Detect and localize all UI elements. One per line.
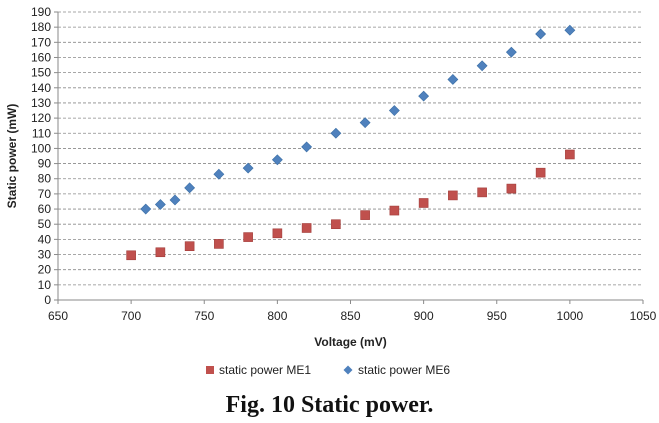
y-tick-label: 10	[38, 278, 52, 292]
me6-point	[140, 203, 152, 215]
y-tick-label: 60	[38, 202, 52, 216]
x-tick-label: 1050	[630, 309, 657, 323]
x-tick-label: 650	[48, 309, 68, 323]
legend-marker-me6	[343, 365, 353, 375]
me6-point	[535, 28, 547, 40]
me6-point	[330, 127, 342, 139]
y-tick-label: 150	[31, 66, 51, 80]
me1-point	[448, 190, 458, 201]
me1-point	[360, 210, 370, 220]
y-tick-label: 130	[31, 96, 51, 110]
y-tick-label: 30	[38, 248, 52, 262]
me6-point	[169, 194, 181, 206]
axes	[54, 11, 644, 304]
me6-point	[154, 199, 166, 210]
x-tick-label: 850	[340, 309, 360, 323]
me6-point	[213, 168, 225, 180]
x-tick-label: 950	[487, 309, 507, 323]
y-tick-label: 140	[31, 81, 51, 95]
me6-point	[564, 24, 576, 36]
x-tick-label: 700	[121, 309, 141, 323]
me1-point	[184, 241, 195, 251]
legend-marker-me1	[206, 366, 214, 374]
me1-point	[565, 149, 575, 160]
y-tick-label: 40	[38, 232, 52, 246]
me6-point	[359, 117, 371, 129]
me6-point	[447, 74, 459, 85]
me1-point	[506, 183, 517, 194]
me1-point	[418, 198, 429, 208]
me1-point	[243, 232, 253, 242]
me1-point	[272, 228, 283, 239]
me6-point	[271, 154, 283, 166]
me1-point	[477, 187, 487, 198]
y-tick-label: 100	[31, 141, 51, 155]
me6-point	[242, 162, 254, 174]
y-tick-label: 180	[31, 20, 51, 34]
legend-label-me6: static power ME6	[358, 363, 450, 377]
me6-point	[184, 182, 196, 194]
x-tick-label: 900	[414, 309, 434, 323]
me1-point	[301, 223, 312, 233]
me6-point	[476, 60, 488, 72]
legend-label-me1: static power ME1	[219, 363, 311, 377]
data-points	[126, 24, 576, 261]
y-tick-label: 50	[38, 217, 52, 231]
me6-point	[418, 90, 430, 102]
y-tick-label: 0	[44, 293, 51, 307]
me1-point	[126, 250, 136, 261]
x-tick-label: 800	[267, 309, 287, 323]
y-tick-label: 70	[38, 187, 52, 201]
me6-point	[301, 141, 313, 153]
x-tick-labels: 650 700 750 800 850 900 950 1000 1050	[48, 309, 657, 323]
legend: static power ME1 static power ME6	[206, 363, 450, 377]
y-tick-label: 160	[31, 50, 51, 64]
me6-point	[505, 46, 517, 58]
y-tick-label: 90	[38, 157, 52, 171]
y-tick-label: 20	[38, 263, 52, 277]
y-tick-label: 80	[38, 172, 52, 186]
me1-point	[389, 205, 400, 216]
x-axis-title: Voltage (mV)	[314, 335, 386, 349]
x-tick-label: 1000	[557, 309, 584, 323]
gridlines	[58, 11, 643, 286]
y-tick-label: 110	[32, 126, 51, 140]
me1-point	[331, 219, 341, 230]
y-tick-label: 120	[31, 111, 51, 125]
y-tick-label: 190	[31, 5, 51, 19]
me1-point	[535, 167, 546, 178]
me1-point	[214, 239, 224, 249]
y-axis-title: Static power (mW)	[5, 104, 19, 209]
me1-point	[155, 247, 166, 258]
figure-caption: Fig. 10 Static power.	[225, 392, 434, 418]
me6-point	[388, 105, 400, 116]
x-tick-label: 750	[194, 309, 214, 323]
y-tick-label: 170	[31, 35, 51, 49]
